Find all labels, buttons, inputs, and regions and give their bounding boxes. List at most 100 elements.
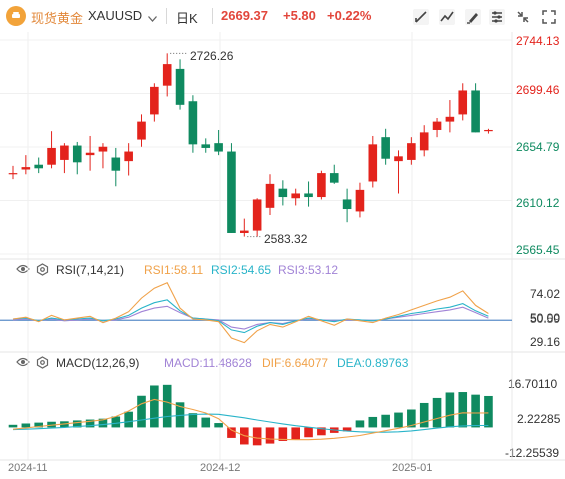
pen-tool-icon[interactable] — [464, 8, 482, 26]
macd-bar — [98, 418, 108, 428]
candle-body — [137, 121, 146, 140]
macd-bar — [368, 416, 378, 428]
macd-bar — [34, 422, 43, 428]
rsi-lines — [0, 281, 512, 344]
macd-bar — [471, 394, 480, 428]
candle-body — [407, 143, 416, 160]
macd-bar — [111, 416, 121, 428]
rsi-label: RSI(7,14,21) — [56, 263, 125, 277]
macd-bar — [47, 421, 56, 428]
rsi3-line — [12, 305, 489, 330]
candle-body — [394, 156, 403, 162]
collapse-icon[interactable] — [514, 8, 532, 26]
macd-bar — [214, 423, 223, 428]
candle-body — [291, 193, 300, 199]
indicator-settings-icon[interactable] — [36, 356, 49, 372]
eye-icon[interactable] — [16, 356, 30, 371]
candle-body — [471, 90, 480, 133]
eye-icon[interactable] — [16, 263, 30, 278]
symbol-code[interactable]: XAUUSD — [88, 8, 143, 23]
settings-icon[interactable] — [488, 8, 506, 26]
candle-body — [304, 193, 313, 198]
x-tick: 2024-12 — [200, 462, 241, 474]
candle-body — [381, 137, 390, 159]
dif-line — [12, 398, 489, 441]
candle-body — [21, 167, 31, 170]
candle-body — [124, 151, 133, 162]
macd-bar — [445, 392, 455, 428]
candle-body — [8, 173, 18, 175]
candle-body — [150, 86, 159, 115]
price-tick: 2610.12 — [516, 196, 560, 210]
last-price: 2669.37 — [221, 8, 268, 23]
candle-body — [111, 157, 121, 171]
gold-logo-icon — [6, 6, 26, 26]
candle-body — [329, 173, 339, 183]
macd-tick: 2.22285 — [517, 412, 561, 426]
candle-body — [85, 152, 95, 156]
candle-body — [317, 173, 326, 198]
rsi2-value: RSI2:54.65 — [211, 263, 272, 277]
macd-bar — [419, 402, 429, 428]
drawing-tool-icon[interactable] — [412, 8, 430, 26]
macd-tick: -12.25539 — [505, 446, 560, 460]
candle-body — [458, 90, 468, 115]
macd-bar — [201, 417, 211, 428]
macd-bar — [188, 413, 198, 428]
macd-bar — [137, 395, 146, 428]
macd-bar — [150, 385, 159, 428]
macd-bar — [227, 427, 236, 438]
macd-bar — [162, 384, 172, 428]
candle-body — [214, 143, 223, 152]
macd-tick: 16.70110 — [508, 377, 558, 391]
macd-bar — [278, 427, 288, 441]
macd-plot — [8, 384, 493, 446]
candle-body — [240, 230, 249, 233]
dea-value: DEA:0.89763 — [337, 356, 409, 370]
dif-value: DIF:6.64077 — [262, 356, 329, 370]
price-tick: 2699.46 — [516, 83, 560, 97]
divider — [166, 8, 167, 24]
candle-body — [47, 147, 56, 165]
symbol-dropdown-icon[interactable] — [148, 10, 157, 25]
macd-bar — [8, 424, 18, 428]
rsi-tick: 29.16 — [530, 335, 561, 349]
low-annotation: 2583.32 — [264, 232, 308, 246]
fullscreen-icon[interactable] — [540, 8, 558, 26]
x-tick: 2024-11 — [8, 462, 48, 474]
candle-body — [227, 151, 236, 233]
symbol-header: 现货黄金 XAUUSD 日K 2669.37 +5.80 +0.22% — [0, 0, 565, 32]
candle-body — [72, 145, 82, 163]
x-tick: 2025-01 — [392, 462, 433, 474]
macd-value: MACD:11.48628 — [164, 356, 252, 370]
symbol-name[interactable]: 现货黄金 — [31, 11, 84, 26]
rsi1-value: RSI1:58.11 — [144, 263, 204, 277]
macd-bar — [252, 427, 262, 446]
macd-bar — [342, 427, 352, 432]
indicator-settings-icon[interactable] — [36, 263, 49, 279]
candle-body — [278, 188, 288, 198]
candlesticks — [8, 52, 493, 238]
candle-body — [368, 144, 378, 182]
candle-body — [34, 164, 43, 169]
trend-tool-icon[interactable] — [438, 8, 456, 26]
period-selector[interactable]: 日K — [176, 11, 198, 26]
macd-bar — [85, 419, 95, 428]
price-tick: 2654.79 — [516, 140, 560, 154]
price-tick: 2565.45 — [516, 243, 560, 257]
candle-body — [432, 121, 442, 130]
macd-bar — [265, 427, 275, 444]
grid — [0, 32, 565, 461]
dea-line — [12, 413, 489, 433]
candle-body — [445, 116, 455, 122]
candle-body — [98, 146, 108, 152]
high-annotation: 2726.26 — [190, 49, 234, 63]
rsi1-line — [12, 281, 489, 344]
price-change: +5.80 — [283, 8, 316, 23]
macd-bar — [394, 412, 403, 428]
candle-body — [201, 144, 211, 148]
macd-bar — [432, 397, 442, 428]
rsi3-value: RSI3:53.12 — [278, 263, 339, 277]
candle-body — [419, 132, 429, 151]
